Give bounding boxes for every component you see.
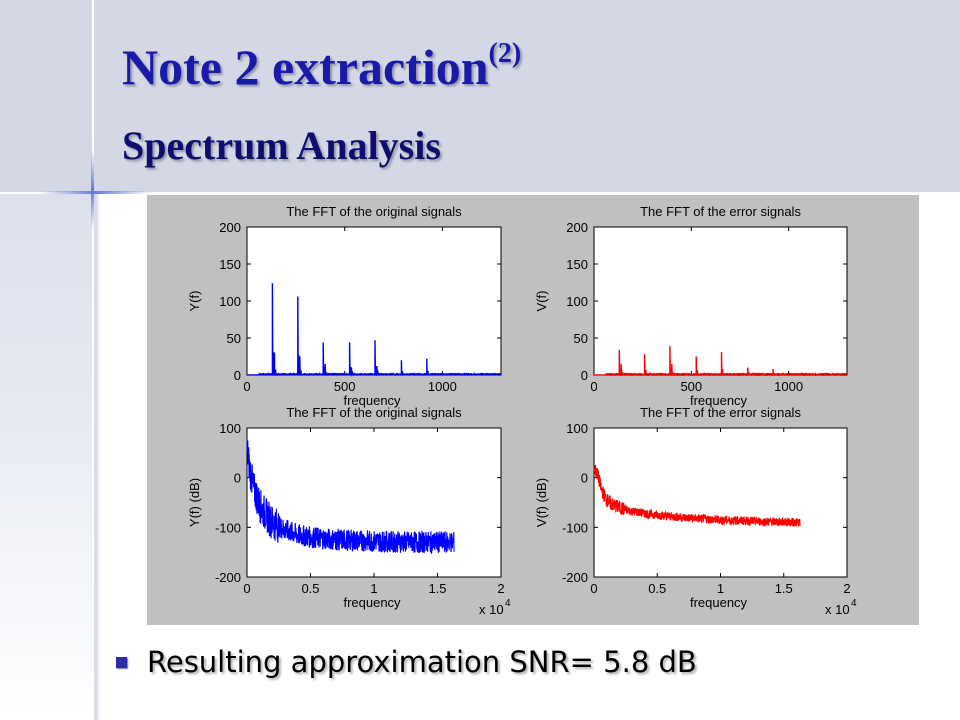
y-axis-label: V(f) bbox=[534, 291, 549, 312]
y-tick-label: 0 bbox=[234, 471, 241, 486]
plot-area bbox=[593, 427, 848, 578]
slide-title-superscript: (2) bbox=[488, 38, 522, 69]
x-axis-label: frequency bbox=[343, 595, 401, 610]
vertical-divider bbox=[92, 0, 94, 720]
x-tick-label: 1.5 bbox=[775, 581, 793, 596]
y-tick-label: 150 bbox=[219, 257, 241, 272]
x-tick-label: 1000 bbox=[774, 379, 803, 394]
bullet-item: Resulting approximation SNR= 5.8 dB bbox=[116, 644, 697, 680]
series-line bbox=[593, 464, 801, 528]
y-tick-label: 0 bbox=[581, 471, 588, 486]
y-tick-label: 50 bbox=[227, 331, 241, 346]
slide-title: Note 2 extraction(2) bbox=[122, 39, 521, 95]
y-tick-label: 0 bbox=[581, 368, 588, 383]
x-tick-label: 1.5 bbox=[428, 581, 446, 596]
chart-panel-2: The FFT of the error signals 0 50 100 150 200… bbox=[534, 204, 848, 408]
y-tick-label: 150 bbox=[566, 257, 588, 272]
bullet-square-icon bbox=[116, 656, 127, 668]
plot-area bbox=[246, 427, 502, 578]
y-tick-label: 200 bbox=[219, 220, 241, 235]
y-tick-label: 0 bbox=[234, 368, 241, 383]
series-line bbox=[246, 438, 455, 555]
slide-header-band bbox=[0, 0, 960, 193]
chart-panel-3: The FFT of the original signals -200 -100 0… bbox=[187, 405, 511, 617]
chart-panel-4: The FFT of the error signals-200-1000100… bbox=[534, 405, 857, 617]
y-tick-label: 100 bbox=[219, 421, 241, 436]
x-tick-label: 2 bbox=[497, 581, 504, 596]
x-tick-label: 0 bbox=[243, 379, 250, 394]
x-axis-multiplier: x 10 bbox=[479, 602, 504, 617]
y-tick-label: 100 bbox=[566, 421, 588, 436]
sparkle-horizontal bbox=[40, 191, 150, 194]
chart-panel-1: The FFT of the original signals 0 50 100 150… bbox=[187, 204, 502, 408]
y-tick-label: 50 bbox=[574, 331, 588, 346]
bullet-text: Resulting approximation SNR= 5.8 dB bbox=[147, 645, 697, 679]
chart-title: The FFT of the error signals bbox=[640, 405, 801, 420]
y-tick-label: -200 bbox=[215, 570, 241, 585]
x-axis-multiplier-exponent: 4 bbox=[851, 598, 857, 609]
x-axis-multiplier: x 10 bbox=[825, 602, 850, 617]
header-divider bbox=[0, 192, 960, 194]
slide-title-text: Note 2 extraction bbox=[122, 39, 489, 95]
fft-figure-svg: The FFT of the original signals050100150… bbox=[187, 204, 857, 617]
slide-subtitle: Spectrum Analysis bbox=[122, 123, 441, 168]
series-line bbox=[594, 346, 848, 377]
x-tick-label: 1000 bbox=[428, 379, 457, 394]
x-tick-label: 0 bbox=[243, 581, 250, 596]
y-axis-label: Y(f) bbox=[187, 291, 202, 312]
x-tick-label: 0.5 bbox=[301, 581, 319, 596]
y-tick-label: -100 bbox=[215, 520, 241, 535]
plot-area bbox=[593, 226, 848, 376]
y-axis-label: V(f) (dB) bbox=[534, 478, 549, 527]
x-tick-label: 0.5 bbox=[648, 581, 666, 596]
y-tick-label: -100 bbox=[562, 520, 588, 535]
chart-title: The FFT of the error signals bbox=[640, 204, 801, 219]
y-axis-label: Y(f) (dB) bbox=[187, 478, 202, 527]
fft-figure: The FFT of the original signals 0 50 100 150… bbox=[147, 195, 919, 625]
y-tick-label: 100 bbox=[219, 294, 241, 309]
plot-area bbox=[246, 226, 502, 376]
series-line bbox=[247, 283, 502, 377]
x-axis-label: frequency bbox=[690, 595, 748, 610]
x-tick-label: 2 bbox=[843, 581, 850, 596]
y-tick-label: -200 bbox=[562, 570, 588, 585]
x-axis-label: frequency bbox=[343, 393, 401, 408]
x-axis-multiplier-exponent: 4 bbox=[505, 598, 511, 609]
y-tick-label: 100 bbox=[566, 294, 588, 309]
x-axis-label: frequency bbox=[690, 393, 748, 408]
chart-title: The FFT of the original signals bbox=[286, 405, 462, 420]
y-tick-label: 200 bbox=[566, 220, 588, 235]
x-tick-label: 0 bbox=[590, 581, 597, 596]
x-tick-label: 1 bbox=[717, 581, 724, 596]
x-tick-label: 0 bbox=[590, 379, 597, 394]
x-tick-label: 500 bbox=[680, 379, 702, 394]
x-tick-label: 500 bbox=[334, 379, 356, 394]
sparkle-vertical bbox=[91, 150, 94, 230]
x-tick-label: 1 bbox=[370, 581, 377, 596]
chart-title: The FFT of the original signals bbox=[286, 204, 462, 219]
